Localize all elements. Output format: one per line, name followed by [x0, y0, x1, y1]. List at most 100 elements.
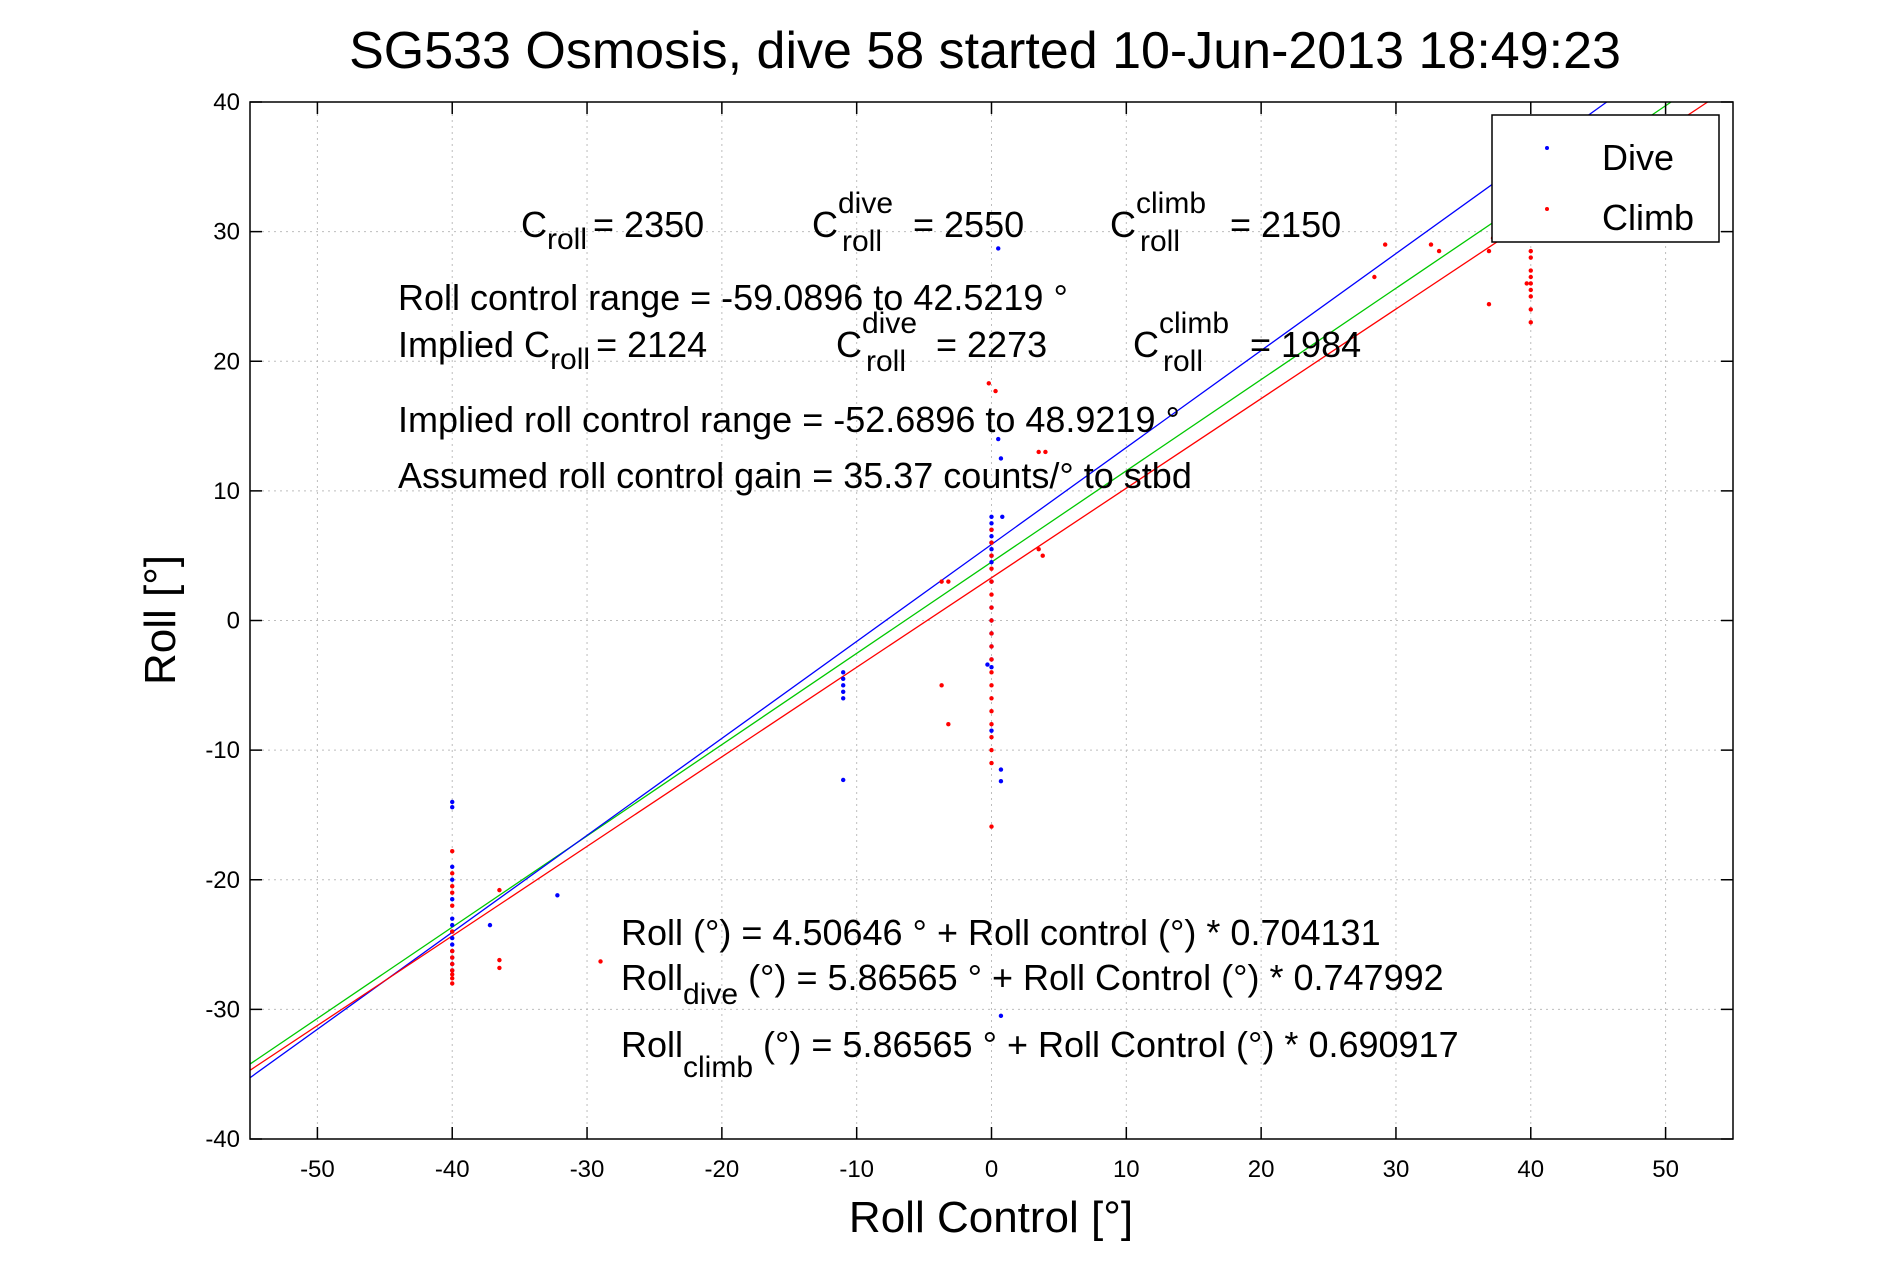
point-climb-10	[450, 972, 455, 977]
implied-climb-sup: climb	[1159, 307, 1229, 340]
point-dive-1	[450, 804, 455, 810]
eq-dive-rest: (°) = 5.86565 ° + Roll Control (°) * 0.7…	[738, 957, 1444, 998]
point-dive-18	[841, 683, 846, 688]
x-axis-label: Roll Control [°]	[849, 1193, 1133, 1242]
y-tick-label-1: -30	[205, 996, 240, 1023]
point-climb-34	[989, 696, 994, 701]
equation-roll-climb: Rollclimb (°) = 5.86565 ° + Roll Control…	[621, 1024, 1459, 1084]
point-climb-12	[450, 981, 455, 986]
point-dive-19	[841, 689, 846, 694]
point-climb-16	[598, 959, 603, 964]
y-tick-label-5: 10	[213, 478, 240, 505]
point-climb-38	[989, 747, 994, 753]
point-climb-8	[450, 961, 455, 967]
annotation-implied-dive-value: = 2273	[936, 324, 1047, 365]
point-climb-25	[989, 579, 994, 584]
point-climb-36	[989, 722, 994, 727]
point-climb-17	[939, 579, 944, 584]
data-points	[450, 235, 1533, 1019]
point-climb-32	[989, 670, 994, 675]
point-climb-57	[1528, 287, 1533, 293]
annotation-implied-climb-value: = 1984	[1250, 324, 1361, 365]
series-climb	[450, 235, 1533, 986]
point-dive-36	[989, 664, 994, 670]
point-climb-11	[450, 976, 455, 981]
point-climb-4	[450, 903, 455, 908]
point-climb-49	[1428, 242, 1434, 247]
point-climb-20	[946, 722, 951, 727]
annotation-implied-c-roll: Implied Croll = 2124	[398, 324, 707, 376]
point-climb-58	[1528, 281, 1533, 286]
y-tick-label-4: 0	[227, 608, 240, 635]
point-climb-51	[1486, 302, 1492, 307]
x-tick-label-10: 50	[1652, 1156, 1679, 1183]
legend-label-climb: Climb	[1602, 197, 1694, 238]
x-tick-label-2: -30	[570, 1156, 605, 1183]
point-climb-56	[1528, 294, 1533, 299]
annotation-c-roll-climb: Cclimb	[1110, 187, 1206, 245]
y-axis-label: Roll [°]	[136, 555, 185, 685]
point-climb-61	[1528, 255, 1533, 260]
annotation-roll-control-range: Roll control range = -59.0896 to 42.5219…	[398, 277, 1068, 318]
annotation-c-roll: Croll = 2350	[521, 204, 704, 256]
annotations: Croll = 2350 Cdive roll = 2550 Cclimb rol…	[398, 187, 1459, 1084]
eq-climb-sub: climb	[683, 1051, 753, 1084]
point-dive-5	[450, 916, 455, 921]
point-dive-27	[989, 547, 994, 552]
c-roll-dive-main: C	[812, 204, 838, 245]
point-climb-24	[989, 566, 994, 571]
point-dive-22	[989, 514, 994, 519]
c-roll-value: = 2350	[593, 204, 704, 245]
point-dive-42	[998, 767, 1004, 772]
point-climb-0	[450, 849, 455, 854]
annotation-c-roll-climb-sub: roll	[1140, 225, 1180, 258]
legend: Dive Climb	[1491, 114, 1720, 243]
point-dive-4	[450, 896, 455, 902]
point-climb-62	[1528, 248, 1533, 254]
point-climb-35	[989, 709, 994, 714]
chart-title: SG533 Osmosis, dive 58 started 10-Jun-20…	[349, 22, 1621, 80]
point-climb-27	[989, 605, 994, 610]
implied-climb-main: C	[1133, 324, 1159, 365]
annotation-c-roll-dive: Cdive	[812, 187, 893, 245]
legend-marker-dive	[1545, 146, 1549, 150]
point-climb-40	[989, 824, 994, 829]
point-dive-25	[989, 534, 994, 539]
annotation-gain: Assumed roll control gain = 35.37 counts…	[398, 455, 1192, 496]
fit-line-1	[249, 101, 1608, 1079]
x-tick-label-8: 30	[1383, 1156, 1410, 1183]
point-dive-17	[841, 676, 846, 682]
y-tick-label-0: -40	[205, 1126, 240, 1153]
x-tick-label-0: -50	[300, 1156, 335, 1183]
point-dive-37	[989, 728, 994, 733]
annotation-implied-climb: Cclimb	[1133, 307, 1229, 365]
point-dive-40	[998, 456, 1004, 461]
c-roll-climb-main: C	[1110, 204, 1136, 245]
point-climb-48	[1382, 242, 1388, 247]
point-climb-22	[989, 540, 994, 545]
x-tick-label-5: 0	[985, 1156, 998, 1183]
point-dive-2	[450, 864, 455, 869]
point-dive-16	[841, 670, 846, 675]
annotation-implied-dive: Cdive	[836, 307, 917, 365]
point-climb-37	[989, 734, 994, 740]
fit-line-0	[249, 101, 1672, 1065]
x-tick-label-7: 20	[1248, 1156, 1275, 1183]
plot-area: -50 -40 -30 -20 -10 0 10 20 30 40 50 -40 -30 -20 -10 0 1…	[205, 89, 1734, 1183]
x-tick-label-1: -40	[435, 1156, 470, 1183]
point-dive-38	[996, 246, 1001, 251]
c-roll-climb-sup: climb	[1136, 187, 1206, 220]
point-dive-9	[450, 942, 455, 947]
c-roll-main: C	[521, 204, 547, 245]
annotation-implied-range: Implied roll control range = -52.6896 to…	[398, 399, 1180, 440]
point-dive-8	[450, 935, 455, 941]
point-climb-3	[450, 890, 455, 895]
y-tick-label-3: -10	[205, 737, 240, 764]
point-climb-42	[993, 388, 998, 394]
point-climb-23	[989, 553, 994, 558]
point-climb-47	[1372, 274, 1377, 280]
point-climb-63	[1524, 281, 1529, 286]
equation-roll: Roll (°) = 4.50646 ° + Roll control (°) …	[621, 912, 1381, 953]
implied-dive-main: C	[836, 324, 862, 365]
